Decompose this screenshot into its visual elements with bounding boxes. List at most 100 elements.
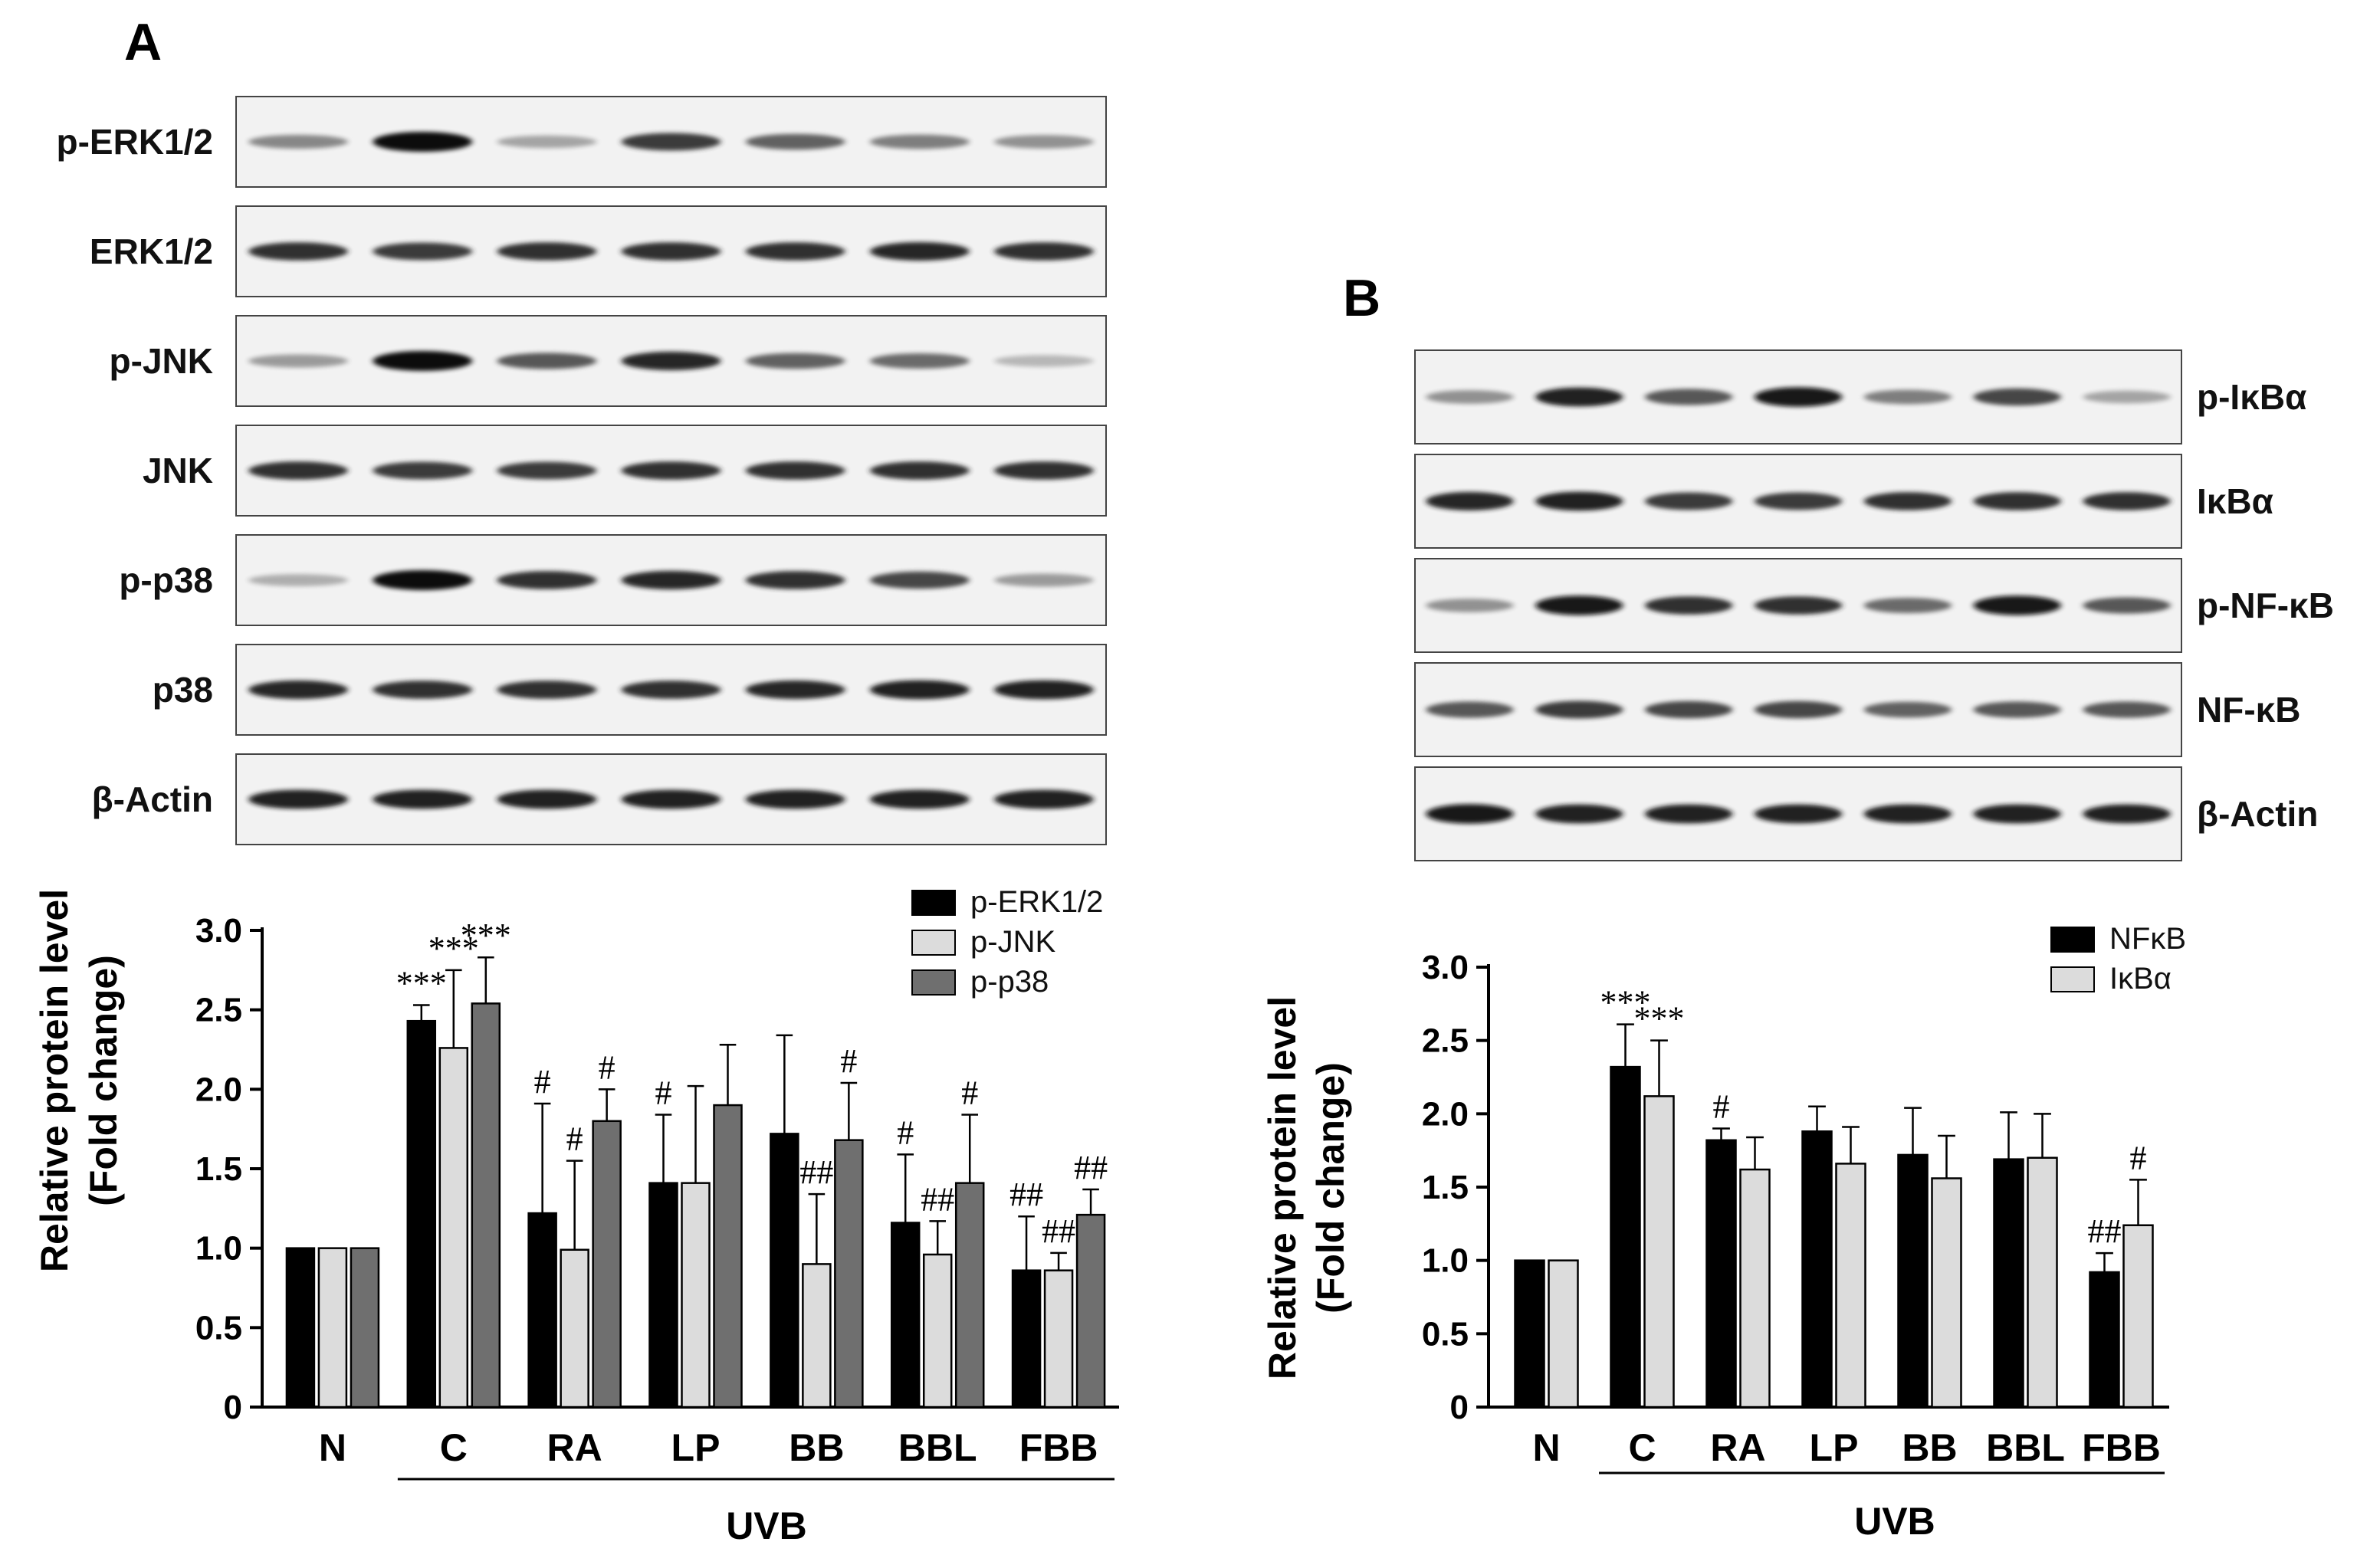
bar-p-jnk-n xyxy=(317,1247,348,1409)
blot-band xyxy=(1535,700,1623,719)
blot-row-label: β-Actin xyxy=(92,779,213,819)
blot-band xyxy=(373,242,473,261)
blot-band xyxy=(745,571,845,589)
blot-band xyxy=(745,353,845,369)
legend-swatch-i-b xyxy=(2050,966,2095,992)
bar-p-erk1-2-bbl xyxy=(890,1222,921,1409)
blot-band xyxy=(745,242,845,261)
y-tick-label: 2.5 xyxy=(1422,1022,1469,1060)
blot-row-label: NF-κB xyxy=(2197,690,2301,730)
blot-band xyxy=(373,681,473,699)
blot-row-label: p-IκBα xyxy=(2197,377,2306,417)
panel-a-ylabel-line1: Relative protein level xyxy=(33,889,76,1272)
panel-a-ylabel-line2: (Fold change) xyxy=(82,955,125,1206)
blot-band xyxy=(869,353,970,369)
blot-band xyxy=(497,571,597,589)
y-tick-label: 3.0 xyxy=(195,912,242,950)
significance-label: # xyxy=(961,1074,978,1112)
significance-label: ## xyxy=(799,1153,833,1191)
x-category-label: RA xyxy=(1710,1426,1765,1469)
blot-band xyxy=(1645,492,1733,510)
legend-swatch-nf-b xyxy=(2050,927,2095,953)
x-category-label: BBL xyxy=(898,1426,977,1469)
bar-p-erk1-2-n xyxy=(285,1247,316,1409)
blot-band xyxy=(621,461,721,480)
blot-row-label: JNK xyxy=(143,451,213,490)
blot-band xyxy=(1535,595,1623,615)
significance-label: *** xyxy=(461,917,511,954)
y-tick-label: 0 xyxy=(1450,1389,1469,1426)
bar-p-jnk-fbb xyxy=(1043,1269,1074,1409)
blot-row-label: p-ERK1/2 xyxy=(57,122,213,162)
legend-label: p-p38 xyxy=(970,965,1049,999)
x-category-label: BBL xyxy=(1986,1426,2065,1469)
blot-band xyxy=(745,133,845,150)
blot-band xyxy=(1863,598,1952,613)
y-tick-label: 0 xyxy=(224,1389,242,1426)
blot-band xyxy=(994,242,1094,261)
blot-row-label: ERK1/2 xyxy=(90,231,213,271)
blot-band xyxy=(1426,491,1514,511)
y-tick-label: 1.0 xyxy=(195,1230,242,1268)
bar-nf-b-c xyxy=(1610,1065,1641,1409)
bar-p-jnk-bbl xyxy=(922,1253,953,1409)
significance-label: # xyxy=(897,1114,914,1151)
blot-band xyxy=(248,680,348,700)
blot-band xyxy=(621,351,721,371)
bar-i-b-n xyxy=(1548,1259,1579,1409)
x-category-label: BB xyxy=(789,1426,844,1469)
blot-band xyxy=(2083,701,2171,718)
blot-band xyxy=(745,680,845,700)
bar-p-p38-fbb xyxy=(1075,1213,1106,1409)
bar-nf-b-lp xyxy=(1801,1130,1833,1409)
blot-band xyxy=(1973,595,2061,615)
bar-p-jnk-lp xyxy=(681,1182,711,1409)
blot-band xyxy=(1863,804,1952,824)
blot-band xyxy=(497,461,597,480)
bar-p-p38-bbl xyxy=(954,1182,985,1409)
panel-a-bars: *********################# xyxy=(285,917,1108,1409)
panel-b-bars: ******#### xyxy=(1514,984,2154,1409)
legend-label: IκBα xyxy=(2109,962,2172,996)
significance-label: *** xyxy=(1600,984,1651,1022)
panel-a-bar-chart: 00.51.01.52.02.53.0N C RA LP BB BBL FBB ******… xyxy=(33,885,1119,1547)
bar-p-erk1-2-fbb xyxy=(1011,1269,1042,1409)
x-category-label: FBB xyxy=(2082,1426,2161,1469)
blot-band xyxy=(497,353,597,369)
blot-band xyxy=(1426,701,1514,718)
blot-band xyxy=(1863,389,1952,405)
blot-band xyxy=(497,789,597,809)
y-tick-label: 1.0 xyxy=(1422,1242,1469,1280)
panel-a-legend: p-ERK1/2 p-JNK p-p38 xyxy=(911,885,1103,999)
panel-b-legend: NFκB IκBα xyxy=(2050,922,2186,996)
blot-row-label: p-JNK xyxy=(110,341,213,381)
x-category-label: LP xyxy=(1810,1426,1859,1469)
x-category-label: C xyxy=(440,1426,468,1469)
blot-band xyxy=(2083,597,2171,614)
blot-band xyxy=(994,680,1094,700)
bar-nf-b-fbb xyxy=(2089,1271,2120,1409)
blot-band xyxy=(373,461,473,480)
blot-band xyxy=(869,680,970,700)
blot-band xyxy=(1754,492,1843,510)
panel-b-letter: B xyxy=(1343,269,1380,327)
blot-band xyxy=(1863,701,1952,718)
bar-nf-b-ra xyxy=(1705,1139,1737,1409)
blot-band xyxy=(1754,596,1843,615)
y-tick-label: 1.5 xyxy=(1422,1169,1469,1206)
bar-nf-b-bbl xyxy=(1993,1158,2024,1409)
bar-i-b-fbb xyxy=(2122,1224,2154,1409)
blot-band xyxy=(2083,492,2171,510)
significance-label: *** xyxy=(428,930,479,967)
y-tick-label: 1.5 xyxy=(195,1150,242,1188)
bar-p-jnk-bb xyxy=(802,1263,832,1409)
bar-p-erk1-2-bb xyxy=(770,1133,799,1409)
blot-band xyxy=(621,681,721,699)
bar-nf-b-bb xyxy=(1897,1153,1929,1409)
blot-band xyxy=(373,570,473,590)
panel-b-ylabel-line1: Relative protein level xyxy=(1261,996,1304,1379)
blot-band xyxy=(621,133,721,151)
blot-band xyxy=(1645,804,1733,824)
significance-label: *** xyxy=(396,964,447,1002)
blot-band xyxy=(248,574,348,586)
